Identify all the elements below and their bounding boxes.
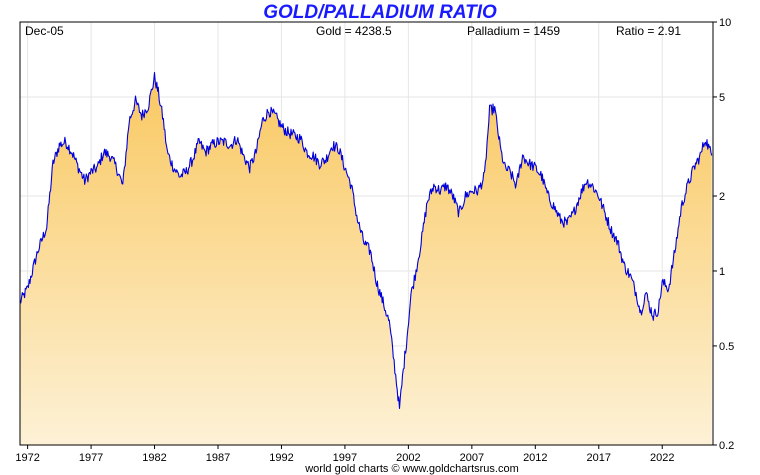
ratio-series-line: [19, 71, 713, 410]
ratio-area-fill: [20, 72, 712, 445]
x-tick-label: 2007: [460, 452, 484, 464]
date-label: Dec-05: [25, 24, 64, 38]
plot-frame: [19, 21, 714, 446]
y-tick-label: 2: [719, 191, 725, 203]
x-tick-label: 2017: [587, 452, 611, 464]
y-tick-label: 5: [719, 92, 725, 104]
x-tick-label: 1982: [142, 452, 166, 464]
y-tick-label: 0.5: [719, 341, 734, 353]
x-tick-label: 1997: [333, 452, 357, 464]
x-tick-label: 2022: [650, 452, 674, 464]
y-axis: 10 5 2 1 0.5 0.2: [713, 17, 734, 452]
x-tick-label: 1987: [206, 452, 230, 464]
x-tick-label: 2002: [396, 452, 420, 464]
y-tick-label: 1: [719, 266, 725, 278]
credit-label: world gold charts © www.goldchartsrus.co…: [304, 463, 519, 475]
x-tick-label: 1977: [79, 452, 103, 464]
x-tick-label: 1972: [15, 452, 39, 464]
x-tick-label: 2012: [523, 452, 547, 464]
gold-price-label: Gold = 4238.5: [316, 24, 392, 38]
palladium-price-label: Palladium = 1459: [467, 24, 560, 38]
x-tick-label: 1992: [269, 452, 293, 464]
y-tick-label: 10: [719, 17, 731, 29]
y-tick-label: 0.2: [719, 440, 734, 452]
ratio-value-label: Ratio = 2.91: [616, 24, 681, 38]
chart-title: GOLD/PALLADIUM RATIO: [263, 2, 497, 23]
x-axis: 1972 1977 1982 1987 1992 1997 2002 2007 2012 2017…: [15, 445, 674, 464]
